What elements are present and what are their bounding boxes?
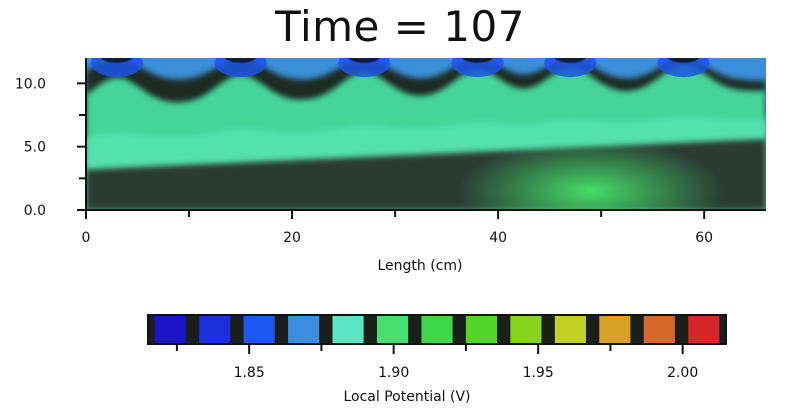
colorbar-swatch-5 xyxy=(376,315,409,344)
colorbar-swatch-3 xyxy=(288,315,320,344)
colorbar-tick-label: 1.95 xyxy=(523,365,554,381)
colorbar-swatch-11 xyxy=(643,315,675,344)
wave-crest-core-5 xyxy=(667,58,700,63)
wave-crest-5 xyxy=(657,58,710,78)
colorbar-tick-label: 2.00 xyxy=(667,365,698,381)
y-tick-label: 10.0 xyxy=(15,76,46,92)
colorbar-swatch-1 xyxy=(199,315,231,344)
colorbar-swatch-8 xyxy=(510,315,542,344)
chart-title: Time = 107 xyxy=(275,2,525,51)
wave-crest-core-0 xyxy=(101,58,133,63)
colorbar-swatch-2 xyxy=(243,315,275,344)
x-tick-label: 60 xyxy=(695,230,713,246)
y-tick-label: 5.0 xyxy=(24,140,46,156)
wave-crest-core-2 xyxy=(348,58,380,63)
wave-crest-2 xyxy=(338,58,391,78)
wave-crest-core-1 xyxy=(224,58,257,63)
wave-crest-0 xyxy=(90,58,143,78)
wave-crest-core-3 xyxy=(461,58,494,63)
colorbar xyxy=(148,315,727,344)
colorbar-swatch-10 xyxy=(599,315,631,344)
wave-crest-core-4 xyxy=(554,58,586,63)
wave-crest-3 xyxy=(451,58,504,78)
colorbar-swatch-7 xyxy=(465,315,498,344)
x-tick-label: 20 xyxy=(283,230,301,246)
x-axis-ticks: 0 20 40 60 xyxy=(82,210,713,246)
colorbar-swatch-9 xyxy=(554,315,586,344)
colorbar-tick-label: 1.85 xyxy=(234,365,265,381)
x-tick-label: 0 xyxy=(82,230,91,246)
wave-crest-marks xyxy=(90,58,710,78)
x-tick-label: 40 xyxy=(489,230,507,246)
colorbar-swatch-12 xyxy=(688,315,720,344)
colorbar-swatch-4 xyxy=(332,315,364,344)
colorbar-ticks: 1.85 1.90 1.95 2.00 xyxy=(175,344,698,381)
wave-crest-4 xyxy=(544,58,597,78)
hot-spot xyxy=(456,139,725,210)
colorbar-tick-label: 1.90 xyxy=(378,365,409,381)
x-axis-title: Length (cm) xyxy=(378,258,463,274)
y-axis-ticks: 0.0 5.0 10.0 xyxy=(15,76,86,219)
wave-crest-1 xyxy=(214,58,267,78)
colorbar-swatch-6 xyxy=(421,315,453,344)
colorbar-title: Local Potential (V) xyxy=(343,389,470,405)
heatmap-field xyxy=(86,58,766,210)
y-tick-label: 0.0 xyxy=(24,203,46,219)
colorbar-swatch-0 xyxy=(154,315,186,344)
colorbar-frame xyxy=(147,314,727,345)
